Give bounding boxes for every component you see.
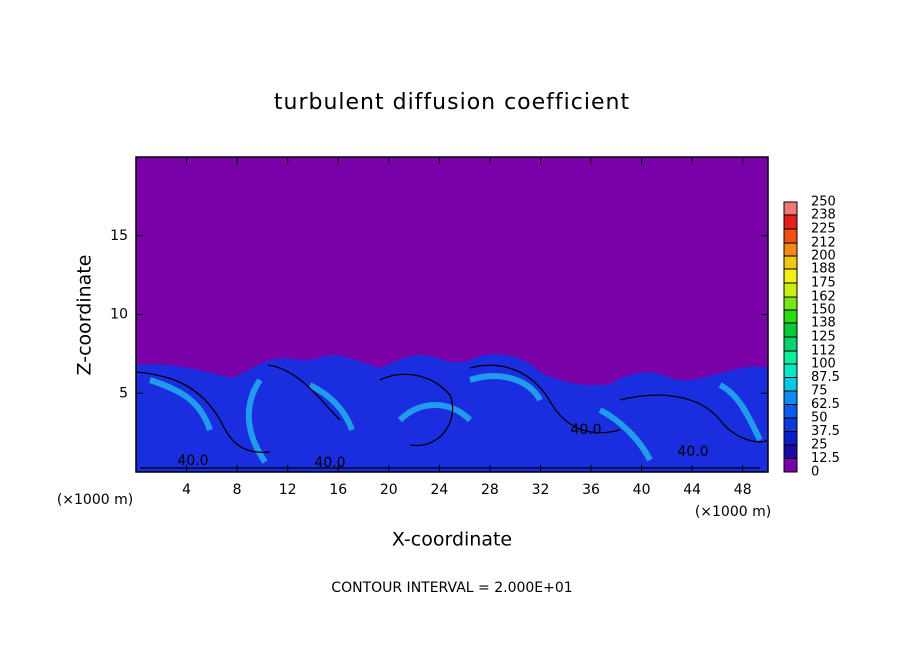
colorbar-bin: [784, 297, 797, 310]
chart-title: turbulent diffusion coefficient: [274, 90, 630, 115]
contour-label: 40.0: [677, 444, 708, 460]
colorbar-label: 75: [811, 384, 828, 399]
x-tick-label: 24: [430, 482, 448, 498]
colorbar-bin: [784, 377, 797, 391]
colorbar-label: 0: [811, 465, 819, 480]
contour-label: 40.0: [570, 422, 601, 438]
x-tick-label: 4: [182, 482, 191, 498]
colorbar-label: 87.5: [811, 370, 840, 385]
colorbar-bin: [784, 268, 797, 283]
x-tick-label: 48: [734, 482, 752, 498]
colorbar-bin: [784, 283, 797, 298]
x-tick-label: 20: [380, 482, 398, 498]
contour-lines: [135, 364, 769, 469]
colorbar-label: 200: [811, 249, 836, 264]
colorbar-bin: [784, 202, 797, 215]
colorbar-label: 12.5: [811, 451, 840, 466]
x-tick-label: 12: [279, 482, 297, 498]
contour-label: 40.0: [314, 455, 345, 471]
x-tick-label: 28: [481, 482, 499, 498]
colorbar-label: 125: [811, 330, 836, 345]
colorbar-bin: [784, 337, 797, 352]
colorbar-bin: [784, 322, 797, 337]
colorbar-label: 100: [811, 357, 836, 372]
colorbar-bin: [784, 214, 797, 229]
y-axis-label: Z-coordinate: [74, 255, 96, 376]
colorbar-label: 238: [811, 207, 836, 222]
swirls: [149, 373, 763, 464]
colorbar-bin: [784, 404, 797, 418]
colorbar-bin: [784, 351, 797, 364]
colorbar-label: 162: [811, 290, 836, 305]
colorbar-bin: [784, 445, 797, 459]
y-tick-label: 10: [110, 307, 128, 323]
colorbar-bin: [784, 431, 797, 445]
colorbar-label: 225: [811, 222, 836, 237]
colorbar-bin: [784, 391, 797, 405]
x-tick-label: 8: [233, 482, 242, 498]
colorbar-bin: [784, 364, 797, 378]
x-tick-label: 32: [532, 482, 550, 498]
x-unit-label: (×1000 m): [695, 504, 771, 520]
y-tick-label: 15: [110, 228, 128, 244]
y-tick-label: 5: [119, 385, 128, 401]
colorbar-bin: [784, 458, 797, 472]
colorbar-label: 112: [811, 344, 836, 359]
colorbar-bin: [784, 256, 797, 269]
x-axis-label: X-coordinate: [392, 529, 512, 551]
colorbar-label: 250: [811, 195, 836, 210]
colorbar-label: 25: [811, 438, 828, 453]
colorbar-label: 212: [811, 236, 836, 251]
colorbar-bin: [784, 229, 797, 244]
colorbar-label: 37.5: [811, 424, 840, 439]
x-tick-label: 36: [582, 482, 600, 498]
x-tick-label: 44: [683, 482, 701, 498]
colorbar-bin: [784, 243, 797, 256]
colorbar-bin: [784, 418, 797, 432]
x-unit-label: (×1000 m): [57, 492, 133, 508]
colorbar-label: 50: [811, 411, 828, 426]
colorbar-bin: [784, 310, 797, 323]
x-tick-label: 16: [329, 482, 347, 498]
field: [135, 157, 769, 472]
colorbar-label: 175: [811, 276, 836, 291]
x-tick-label: 40: [633, 482, 651, 498]
colorbar-label: 150: [811, 303, 836, 318]
contour-interval-note: CONTOUR INTERVAL = 2.000E+01: [331, 580, 572, 596]
colorbar-label: 62.5: [811, 397, 840, 412]
contour-label: 40.0: [177, 453, 208, 469]
colorbar-label: 188: [811, 261, 836, 276]
colorbar-label: 138: [811, 315, 836, 330]
